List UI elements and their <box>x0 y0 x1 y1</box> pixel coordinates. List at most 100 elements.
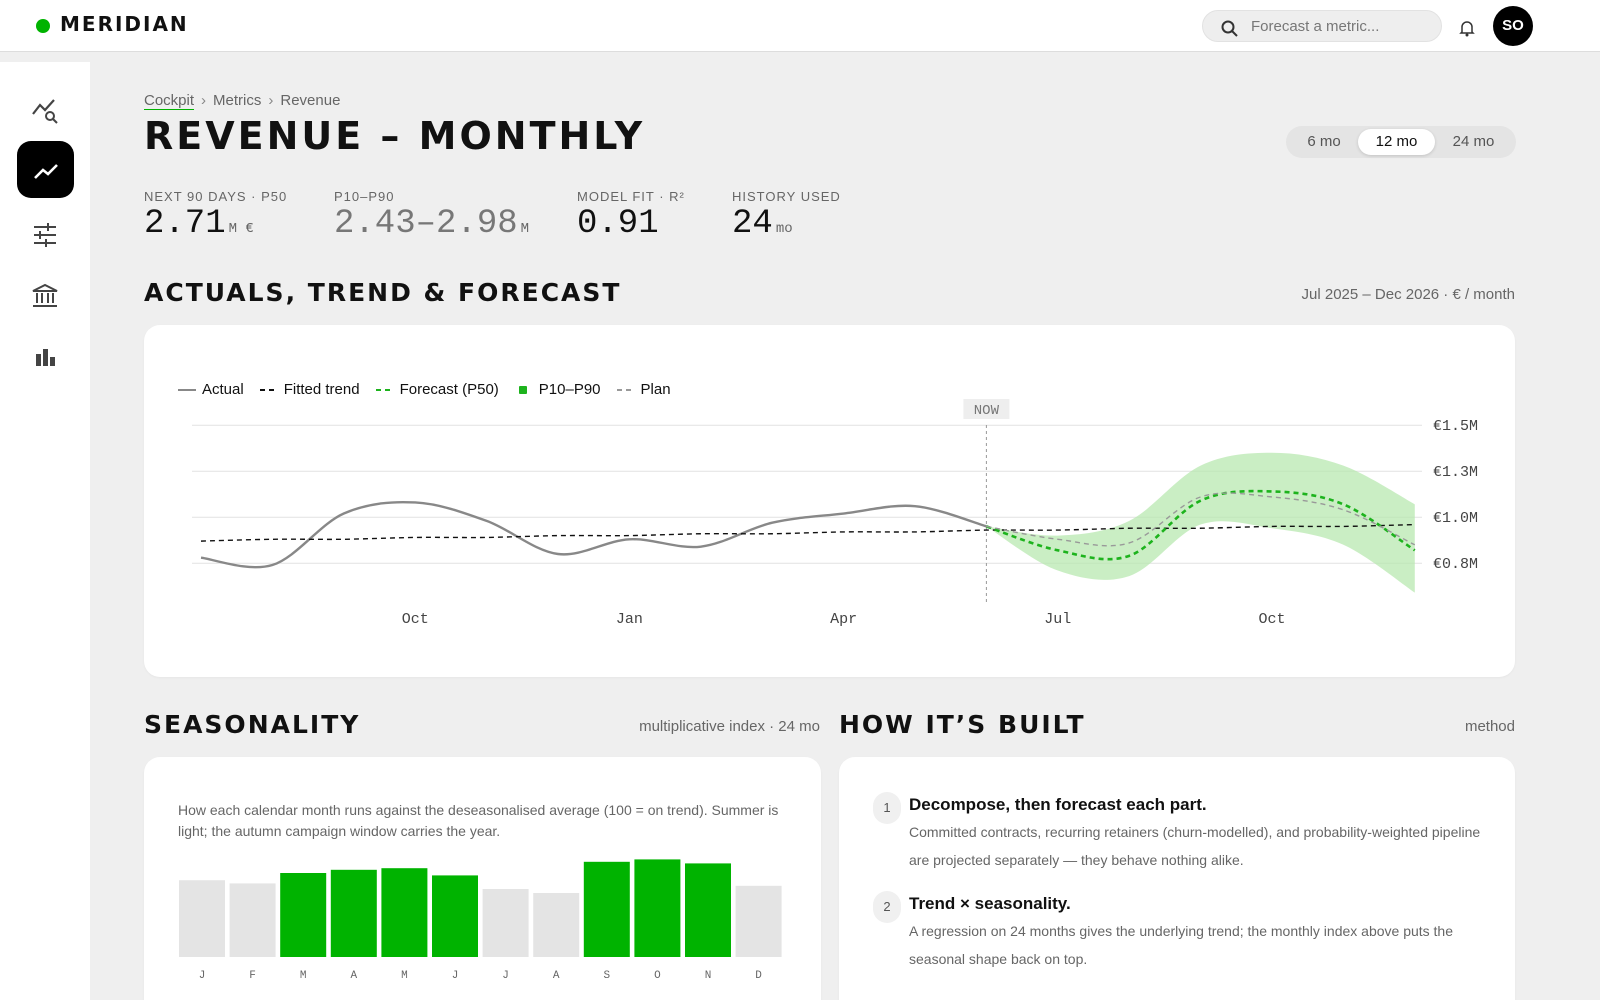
section-subtitle: Jul 2025 – Dec 2026 · € / month <box>1301 286 1515 303</box>
now-label-bg <box>963 399 1010 419</box>
y-tick-label: €1.5M <box>1433 418 1478 435</box>
sidebar <box>0 62 90 1000</box>
search-icon <box>1221 20 1238 37</box>
x-tick-label: Jan <box>616 611 643 628</box>
step-text: Committed contracts, recurring retainers… <box>909 824 1481 868</box>
bar <box>482 889 529 957</box>
bar <box>179 880 225 957</box>
x-tick-label: M <box>401 970 408 982</box>
bell-icon[interactable] <box>1459 19 1475 37</box>
crumb-link[interactable]: Cockpit <box>144 92 195 109</box>
series-line <box>200 523 1415 542</box>
bar <box>685 863 731 957</box>
legend-swatch <box>616 388 635 391</box>
top-bar: MERIDIAN Forecast a metric... SO <box>0 0 1600 52</box>
nav-forecast-active[interactable] <box>17 141 74 198</box>
legend-item: Plan <box>616 381 671 398</box>
x-tick-label: A <box>350 970 357 982</box>
legend-label: P10–P90 <box>538 381 601 398</box>
range-toggle: 6 mo 12 mo 24 mo <box>1286 126 1516 158</box>
seasonality-description: How each calendar month runs against the… <box>178 802 779 839</box>
brand-dot <box>36 19 50 33</box>
bar <box>583 861 630 957</box>
y-tick-label: €1.3M <box>1433 464 1478 481</box>
bar <box>533 893 580 957</box>
step-number: 2 <box>873 891 901 923</box>
x-tick-label: N <box>705 970 712 982</box>
page-title: REVENUE – MONTHLY <box>144 114 646 158</box>
range-option[interactable]: 6 mo <box>1307 133 1341 150</box>
kpi-label: MODEL FIT · R² <box>577 189 685 204</box>
forecast-chart: €0.8M €1.0M €1.3M €1.5M Oct Jan Apr Jul Oct NOW <box>192 399 1478 628</box>
legend-label: Forecast (P50) <box>399 381 499 398</box>
x-tick-label: J <box>452 970 459 982</box>
search-box[interactable]: Forecast a metric... <box>1202 10 1442 42</box>
forecast-card: Actual Fitted trend Forecast (P50) P10–P90 P… <box>144 325 1515 677</box>
step-text: A regression on 24 months gives the unde… <box>909 923 1454 967</box>
step-number: 1 <box>873 792 901 824</box>
brand[interactable]: MERIDIAN <box>60 12 189 36</box>
x-tick-label: Jul <box>1044 611 1071 628</box>
nav-reports[interactable] <box>34 346 56 368</box>
range-option[interactable]: 24 mo <box>1452 133 1495 150</box>
x-tick-label: D <box>755 970 762 982</box>
section-subtitle: method <box>1464 718 1515 735</box>
kpi-value: 24 <box>732 205 773 243</box>
crumb: Metrics <box>194 92 261 109</box>
legend-label: Plan <box>640 381 671 398</box>
bar <box>229 883 276 957</box>
x-tick-label: J <box>199 970 206 982</box>
bar <box>634 859 681 957</box>
bar <box>381 868 428 957</box>
y-tick-label: €1.0M <box>1433 510 1478 527</box>
kpi-unit: M € <box>228 221 254 237</box>
kpi-value-wrap: 2.43–2.98 M <box>334 205 529 243</box>
legend-swatch <box>259 388 278 391</box>
nav-settings[interactable] <box>32 222 58 248</box>
legend-item: Forecast (P50) <box>375 381 499 398</box>
kpi-value-wrap: 0.91 <box>577 205 659 243</box>
kpi-label: NEXT 90 DAYS · P50 <box>144 189 288 204</box>
crumb: Revenue <box>261 92 340 109</box>
legend-label: Fitted trend <box>283 381 360 398</box>
kpi-value: 2.71 <box>144 205 226 243</box>
x-tick-label: Oct <box>402 611 429 628</box>
bar <box>735 885 782 957</box>
legend-swatch <box>518 385 527 394</box>
x-tick-label: S <box>603 970 610 982</box>
method-card: 1 Decompose, then forecast each part. Co… <box>839 757 1515 1000</box>
x-tick-label: O <box>654 970 661 982</box>
x-tick-label: M <box>300 970 307 982</box>
y-tick-label: €0.8M <box>1433 556 1478 573</box>
series-line <box>985 489 1416 561</box>
series-line <box>986 492 1416 547</box>
kpi-value: 0.91 <box>577 205 659 243</box>
section-subtitle: multiplicative index · 24 mo <box>639 718 820 735</box>
kpi-value-wrap: 2.71 M € <box>144 205 254 243</box>
legend-item: Fitted trend <box>259 381 360 398</box>
step-title: Trend × seasonality. <box>909 894 1071 913</box>
x-tick-label: Apr <box>830 611 857 628</box>
kpi-label: HISTORY USED <box>732 189 841 204</box>
legend-swatch <box>375 388 394 391</box>
search-placeholder: Forecast a metric... <box>1251 18 1380 35</box>
nav-explore[interactable] <box>30 96 60 126</box>
breadcrumb: CockpitMetricsRevenue <box>144 92 340 109</box>
range-option-active[interactable]: 12 mo <box>1358 129 1435 155</box>
kpi-label: P10–P90 <box>334 189 395 204</box>
seasonality-card: How each calendar month runs against the… <box>144 757 821 1000</box>
kpi-value-wrap: 24 mo <box>732 205 793 243</box>
x-tick-label: Oct <box>1258 611 1285 628</box>
section-title: HOW IT’S BUILT <box>839 710 1086 739</box>
x-tick-label: A <box>553 970 560 982</box>
x-tick-label: J <box>502 970 509 982</box>
step-title: Decompose, then forecast each part. <box>909 795 1207 814</box>
nav-forecast-icon <box>34 164 58 179</box>
avatar[interactable]: SO <box>1493 6 1533 46</box>
bar <box>330 869 377 957</box>
series-line <box>200 500 987 569</box>
nav-bank[interactable] <box>31 282 59 310</box>
legend: Actual Fitted trend Forecast (P50) P10–P90 P… <box>178 381 671 398</box>
